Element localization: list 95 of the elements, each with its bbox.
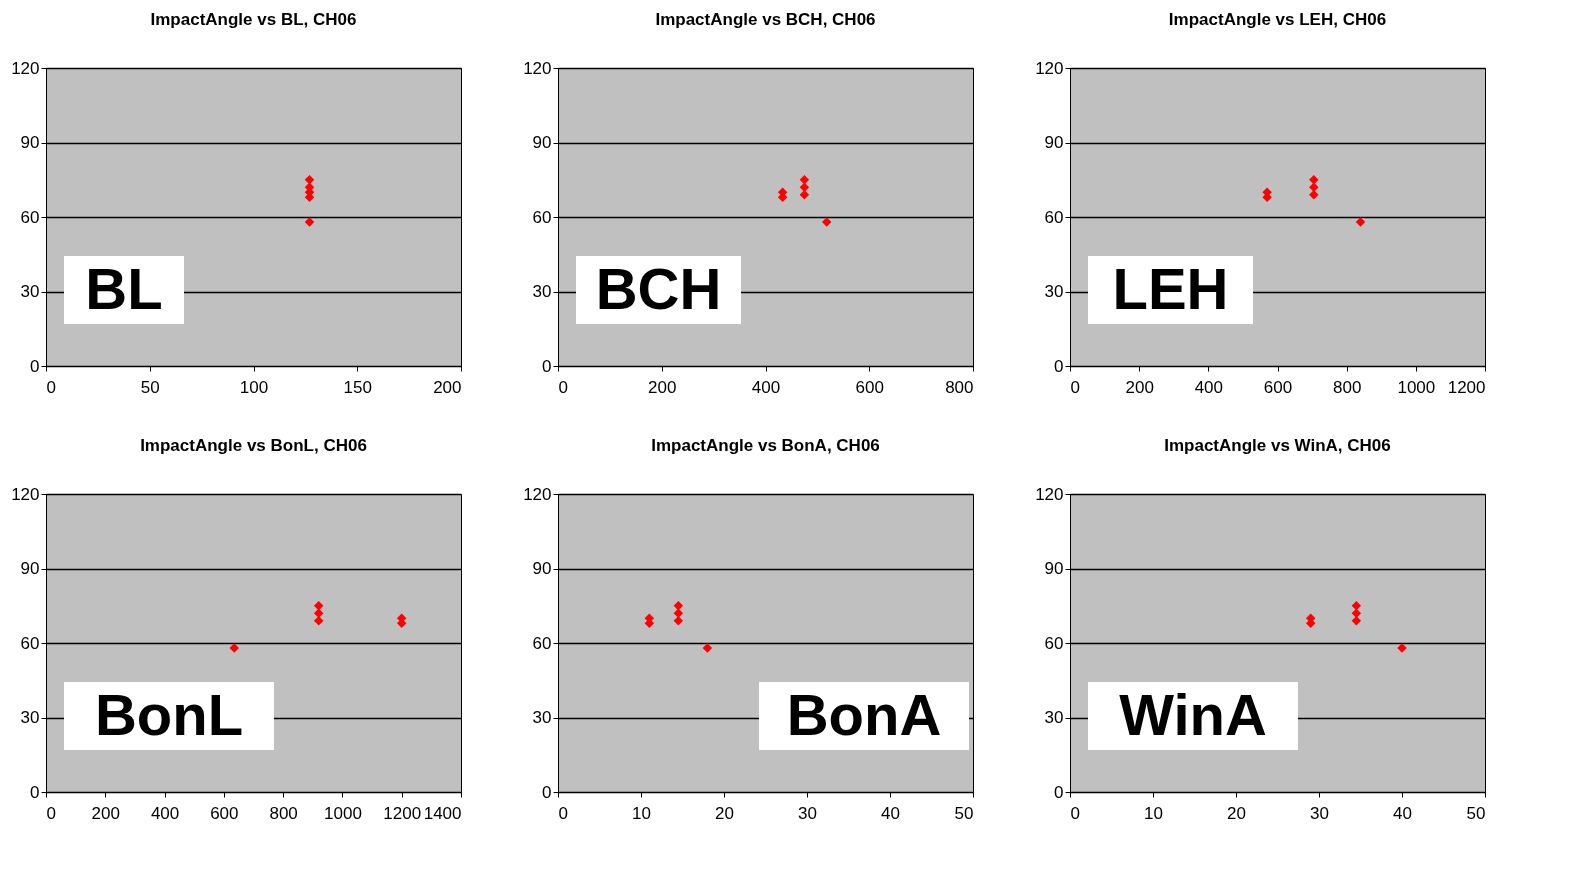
chart-title: ImpactAngle vs BCH, CH06 <box>655 10 876 29</box>
x-tick-label: 200 <box>91 803 120 823</box>
point <box>799 182 810 192</box>
point <box>229 643 239 653</box>
y-tick-label: 0 <box>1054 356 1064 376</box>
y-tick-label: 90 <box>532 133 552 152</box>
x-tick-label: 50 <box>1466 803 1486 823</box>
point <box>673 601 684 611</box>
y-tick-label: 120 <box>1035 484 1064 504</box>
x-tick-label: 50 <box>954 803 974 823</box>
chart-title: ImpactAngle vs BonA, CH06 <box>651 436 880 455</box>
x-tick-label: 600 <box>855 377 884 397</box>
point <box>673 608 684 618</box>
x-tick-label: 40 <box>881 803 900 823</box>
chart-title: ImpactAngle vs LEH, CH06 <box>1168 10 1387 29</box>
x-tick-label: 0 <box>46 377 56 397</box>
y-tick-label: 30 <box>532 708 552 727</box>
point <box>313 608 324 618</box>
annotation: BL <box>85 256 163 321</box>
y-tick-label: 120 <box>1035 58 1064 78</box>
point <box>1351 601 1362 611</box>
x-tick-label: 0 <box>1070 377 1080 397</box>
x-tick-label: 0 <box>1070 803 1080 823</box>
y-tick-label: 120 <box>523 58 552 78</box>
y-tick-label: 30 <box>1044 708 1064 727</box>
y-tick-label: 0 <box>1054 782 1064 802</box>
x-tick-label: 200 <box>648 377 677 397</box>
x-tick-label: 30 <box>798 803 817 823</box>
x-tick-label: 0 <box>558 803 568 823</box>
chart-title: ImpactAngle vs BL, CH06 <box>150 10 357 29</box>
point <box>1351 608 1362 618</box>
y-tick-label: 60 <box>20 633 40 653</box>
y-tick-label: 30 <box>20 708 40 727</box>
x-tick-label: 1200 <box>1447 377 1486 397</box>
x-tick-label: 200 <box>1125 377 1154 397</box>
point <box>304 175 315 185</box>
y-tick-label: 120 <box>11 58 40 78</box>
x-tick-label: 400 <box>751 377 781 397</box>
y-tick-label: 0 <box>542 356 552 376</box>
annotation: BonL <box>94 682 244 747</box>
y-tick-label: 90 <box>20 559 40 578</box>
x-tick-label: 0 <box>46 803 56 823</box>
chart-title: ImpactAngle vs BonL, CH06 <box>140 436 367 455</box>
point <box>799 175 810 185</box>
y-tick-label: 120 <box>523 484 552 504</box>
x-tick-label: 1000 <box>1397 377 1436 397</box>
x-tick-label: 50 <box>140 377 160 397</box>
y-tick-label: 30 <box>532 282 552 301</box>
x-tick-label: 800 <box>1332 377 1362 397</box>
x-tick-label: 1200 <box>383 803 422 823</box>
y-tick-label: 60 <box>20 207 40 227</box>
annotation: BonA <box>786 682 942 747</box>
point <box>1309 175 1319 185</box>
x-tick-label: 150 <box>343 377 372 397</box>
y-tick-label: 90 <box>20 133 40 152</box>
x-tick-label: 10 <box>632 803 651 823</box>
x-tick-label: 200 <box>433 377 462 397</box>
annotation: LEH <box>1112 256 1229 321</box>
y-tick-label: 90 <box>1044 559 1064 578</box>
x-tick-label: 400 <box>150 803 180 823</box>
y-tick-label: 60 <box>1044 207 1064 227</box>
x-tick-label: 600 <box>210 803 239 823</box>
y-tick-label: 60 <box>532 207 552 227</box>
y-tick-label: 30 <box>20 282 40 301</box>
x-tick-label: 1000 <box>324 803 362 823</box>
x-tick-label: 0 <box>558 377 568 397</box>
x-tick-label: 10 <box>1144 803 1163 823</box>
y-tick-label: 120 <box>11 484 40 504</box>
point <box>1355 217 1366 227</box>
x-tick-label: 800 <box>945 377 974 397</box>
x-tick-label: 40 <box>1393 803 1412 823</box>
y-tick-label: 0 <box>30 782 40 802</box>
x-tick-label: 20 <box>1227 803 1246 823</box>
x-tick-label: 800 <box>269 803 298 823</box>
point <box>313 601 324 611</box>
x-tick-label: 1400 <box>423 803 462 823</box>
point <box>821 217 832 227</box>
y-tick-label: 60 <box>1044 633 1064 653</box>
annotation: WinA <box>1119 682 1267 747</box>
y-tick-label: 0 <box>542 782 552 802</box>
x-tick-label: 20 <box>715 803 734 823</box>
annotation: BCH <box>595 256 722 321</box>
y-tick-label: 60 <box>532 633 552 653</box>
y-tick-label: 90 <box>532 559 552 578</box>
x-tick-label: 600 <box>1263 377 1293 397</box>
y-tick-label: 30 <box>1044 282 1064 301</box>
x-tick-label: 400 <box>1194 377 1224 397</box>
point <box>304 217 315 227</box>
x-tick-label: 30 <box>1310 803 1329 823</box>
point <box>1309 182 1319 192</box>
point <box>702 643 713 653</box>
x-tick-label: 100 <box>239 377 269 397</box>
y-tick-label: 0 <box>30 356 40 376</box>
chart-title: ImpactAngle vs WinA, CH06 <box>1164 436 1391 455</box>
y-tick-label: 90 <box>1044 133 1064 152</box>
